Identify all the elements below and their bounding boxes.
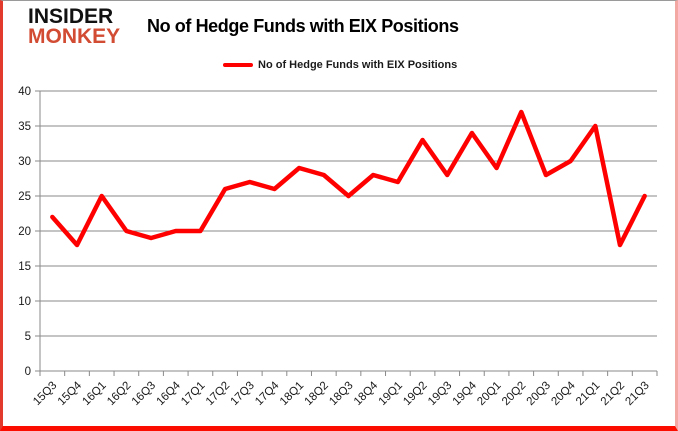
x-tick-label: 18Q3 [327, 380, 355, 408]
x-tick-label: 21Q1 [574, 380, 602, 408]
x-tick-label: 19Q1 [377, 380, 405, 408]
y-tick-label: 20 [18, 226, 31, 238]
y-tick-label: 0 [25, 366, 31, 378]
y-tick-label: 40 [18, 86, 31, 98]
x-tick-label: 20Q1 [475, 380, 503, 408]
legend-line-marker [223, 63, 253, 67]
x-tick-label: 17Q1 [179, 380, 207, 408]
y-tick-label: 35 [18, 121, 31, 133]
x-tick-label: 18Q4 [352, 379, 381, 408]
y-tick-label: 30 [18, 156, 31, 168]
x-tick-label: 16Q2 [105, 380, 133, 408]
x-tick-label: 18Q2 [303, 380, 331, 408]
x-tick-label: 17Q2 [204, 380, 232, 408]
legend-label: No of Hedge Funds with EIX Positions [258, 59, 458, 71]
line-chart: 0 5 10 15 20 25 30 35 40 15Q315Q416Q116Q216Q316Q4… [18, 86, 658, 408]
y-tick-label: 15 [18, 261, 31, 273]
legend: No of Hedge Funds with EIX Positions [223, 59, 457, 71]
series-line [50, 109, 647, 248]
x-tick-label: 20Q3 [525, 380, 553, 408]
x-tick-label: 16Q4 [154, 379, 183, 408]
chart-title: No of Hedge Funds with EIX Positions [147, 16, 459, 36]
x-tick-label: 21Q2 [599, 380, 627, 408]
x-tick-label: 19Q2 [401, 380, 429, 408]
logo-line1: INSIDER [28, 5, 114, 28]
x-tick-label: 16Q1 [80, 380, 108, 408]
x-tick-label: 18Q1 [278, 380, 306, 408]
y-tick-label: 10 [18, 296, 31, 308]
x-tick-label: 20Q4 [549, 379, 578, 408]
y-tick-label: 25 [18, 191, 31, 203]
x-tick-label: 19Q3 [426, 380, 454, 408]
x-tick-label: 17Q4 [253, 379, 282, 408]
y-tick-label: 5 [25, 331, 31, 343]
x-tick-label: 15Q3 [31, 380, 59, 408]
x-tick-label: 15Q4 [56, 379, 85, 408]
x-tick-label: 19Q4 [451, 379, 480, 408]
x-tick-label: 20Q2 [500, 380, 528, 408]
x-tick-label: 16Q3 [130, 380, 158, 408]
x-tick-label: 17Q3 [229, 380, 257, 408]
logo-line2: MONKEY [28, 25, 121, 48]
x-tick-label: 21Q3 [623, 380, 651, 408]
insider-monkey-logo: INSIDER MONKEY [28, 5, 121, 48]
